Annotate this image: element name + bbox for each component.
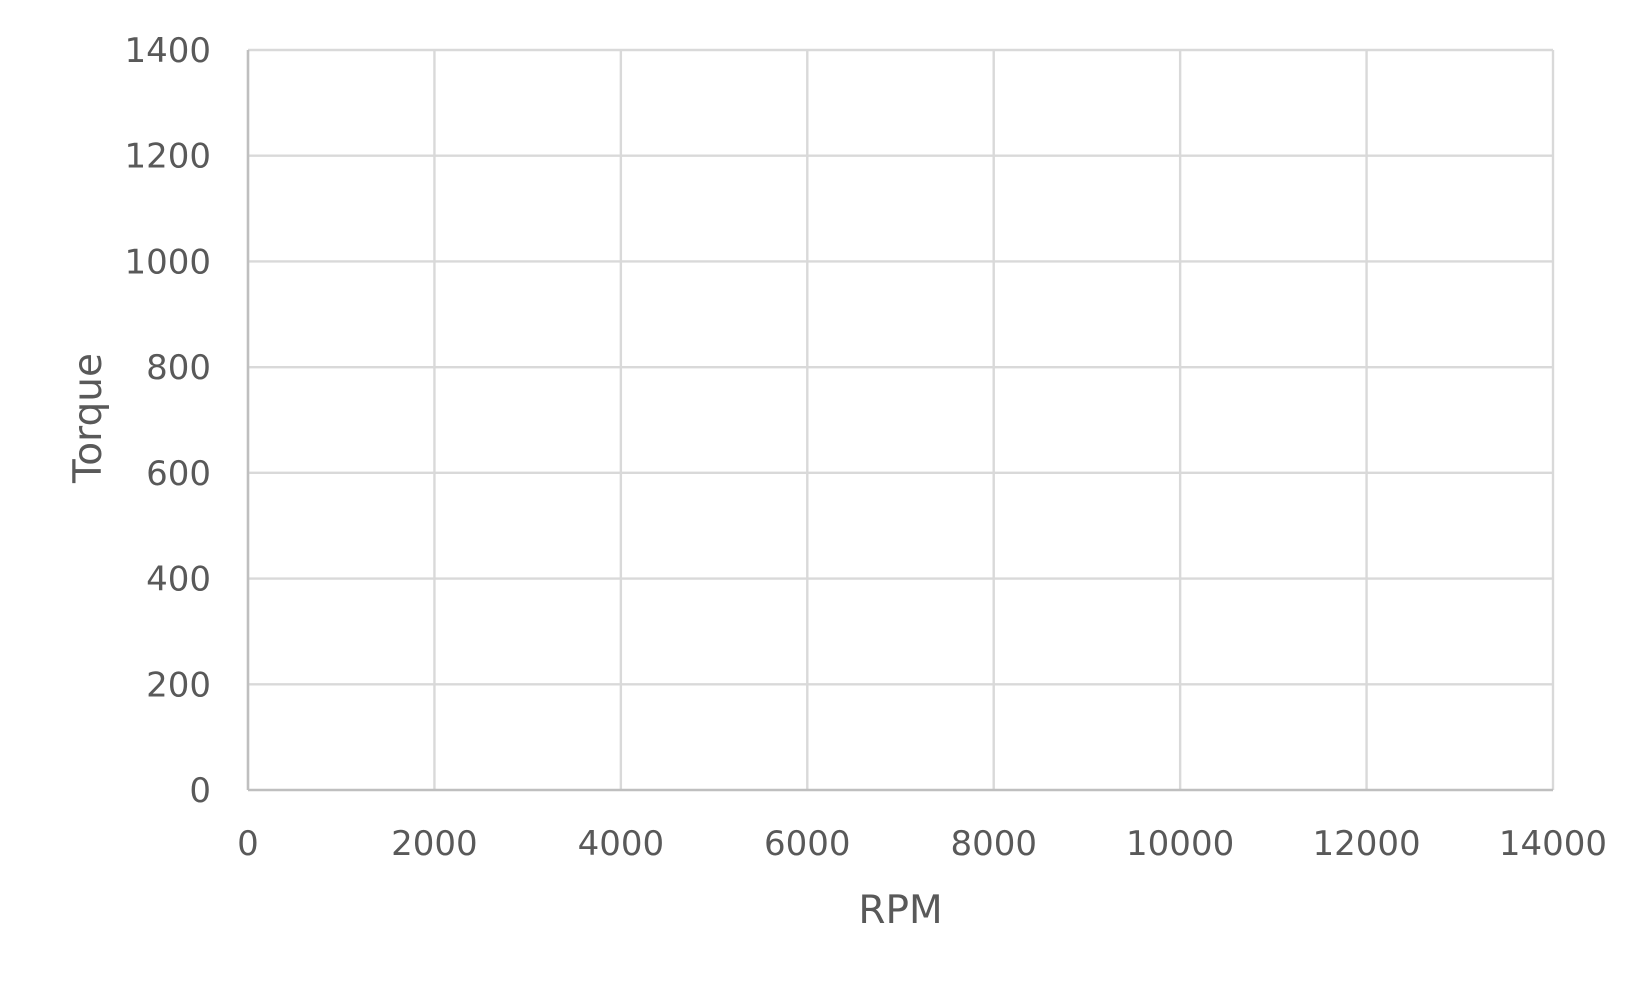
y-tick-label: 400 xyxy=(146,560,211,600)
y-tick-label: 1000 xyxy=(124,242,211,282)
y-tick-label: 1200 xyxy=(124,137,211,177)
x-axis-title: RPM xyxy=(858,888,942,933)
y-tick-label: 1400 xyxy=(124,31,211,71)
y-tick-label: 0 xyxy=(189,771,211,811)
y-tick-label: 800 xyxy=(146,348,211,388)
x-tick-label: 14000 xyxy=(1499,824,1607,864)
x-tick-label: 4000 xyxy=(578,824,665,864)
x-tick-label: 10000 xyxy=(1126,824,1234,864)
x-axis-tick-labels: 0 2000 4000 6000 8000 10000 12000 14000 xyxy=(237,824,1607,864)
x-tick-label: 12000 xyxy=(1312,824,1420,864)
y-axis-tick-labels: 0 200 400 600 800 1000 1200 1400 xyxy=(124,31,211,811)
gridlines xyxy=(248,48,1555,790)
axes xyxy=(246,50,1553,792)
x-tick-label: 8000 xyxy=(950,824,1037,864)
y-tick-label: 200 xyxy=(146,665,211,705)
x-tick-label: 2000 xyxy=(391,824,478,864)
y-tick-label: 600 xyxy=(146,454,211,494)
x-tick-label: 6000 xyxy=(764,824,851,864)
y-axis-title: Torque xyxy=(66,353,111,484)
x-tick-label: 0 xyxy=(237,824,259,864)
